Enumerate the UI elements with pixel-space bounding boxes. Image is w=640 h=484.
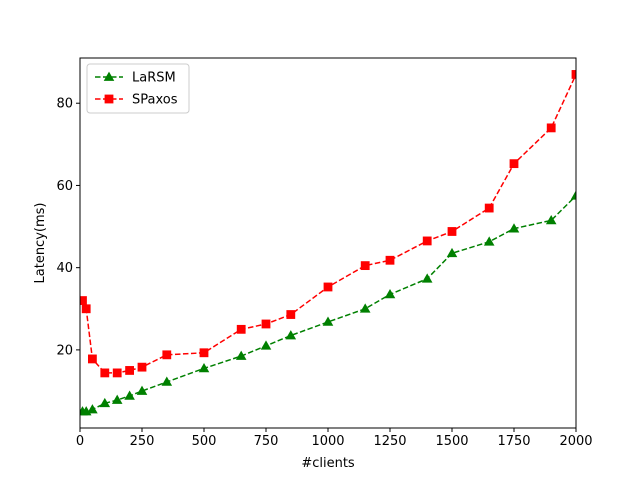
data-point-larsm (285, 330, 297, 340)
data-point-spaxos (484, 203, 494, 213)
data-point-larsm (421, 273, 433, 283)
legend: LaRSM SPaxos (86, 63, 190, 114)
legend-label-spaxos: SPaxos (132, 93, 178, 108)
data-point-spaxos (162, 350, 172, 360)
data-point-larsm (570, 190, 576, 200)
x-axis-ticks: 0 250 500 750 1000 1250 1500 1750 2000 (76, 428, 593, 449)
data-point-larsm (198, 362, 210, 373)
data-point-larsm (483, 236, 495, 246)
legend-label-larsm: LaRSM (132, 71, 176, 86)
series-line-spaxos (81, 74, 576, 374)
data-point-spaxos (286, 310, 296, 319)
y-axis-ticks: 20 40 60 80 (56, 97, 80, 358)
data-point-spaxos (571, 70, 576, 79)
series-larsm (80, 190, 576, 416)
data-point-spaxos (385, 255, 395, 265)
series-layer (80, 70, 576, 416)
data-point-spaxos (509, 159, 519, 169)
data-point-larsm (508, 223, 520, 233)
data-point-larsm (111, 394, 123, 404)
series-clip-group (80, 70, 576, 416)
data-point-larsm (99, 397, 111, 408)
data-point-spaxos (88, 354, 97, 364)
x-tick-label: 1250 (373, 434, 406, 449)
data-point-spaxos (323, 282, 333, 292)
data-point-larsm (545, 214, 557, 225)
data-point-spaxos (125, 366, 134, 375)
data-point-larsm (446, 247, 458, 258)
data-point-larsm (235, 350, 247, 360)
data-point-larsm (384, 288, 396, 299)
y-tick-label: 20 (56, 343, 73, 358)
x-tick-label: 0 (76, 434, 84, 449)
x-tick-label: 2000 (559, 434, 592, 449)
data-point-larsm (359, 303, 371, 313)
data-point-spaxos (236, 324, 246, 334)
x-tick-label: 750 (254, 434, 279, 449)
legend-marker-larsm (103, 71, 115, 81)
y-tick-label: 40 (56, 261, 73, 276)
data-point-larsm (87, 404, 98, 414)
data-point-larsm (260, 340, 272, 350)
x-axis-label: #clients (301, 456, 355, 471)
data-point-spaxos (261, 319, 271, 329)
data-point-spaxos (360, 261, 370, 271)
data-point-larsm (161, 376, 173, 386)
y-tick-label: 60 (56, 179, 73, 194)
legend-marker-spaxos (104, 94, 114, 104)
legend-item-spaxos: SPaxos (95, 93, 178, 108)
data-point-spaxos (199, 348, 209, 358)
x-tick-label: 500 (192, 434, 217, 449)
data-point-spaxos (137, 362, 147, 372)
data-point-spaxos (112, 368, 122, 378)
x-tick-label: 1500 (435, 434, 468, 449)
y-axis-label: Latency(ms) (33, 203, 48, 284)
data-point-spaxos (100, 368, 110, 378)
data-point-larsm (124, 390, 135, 400)
data-point-spaxos (422, 236, 432, 246)
x-tick-label: 250 (130, 434, 155, 449)
series-line-larsm (82, 195, 576, 413)
x-tick-label: 1750 (497, 434, 530, 449)
data-point-spaxos (546, 123, 556, 133)
data-point-spaxos (81, 304, 91, 314)
data-point-larsm (322, 316, 334, 326)
series-spaxos (80, 70, 576, 378)
y-tick-label: 80 (56, 97, 73, 112)
data-point-spaxos (447, 227, 457, 236)
legend-item-larsm: LaRSM (95, 71, 176, 86)
x-tick-label: 1000 (311, 434, 344, 449)
data-point-larsm (136, 385, 148, 395)
